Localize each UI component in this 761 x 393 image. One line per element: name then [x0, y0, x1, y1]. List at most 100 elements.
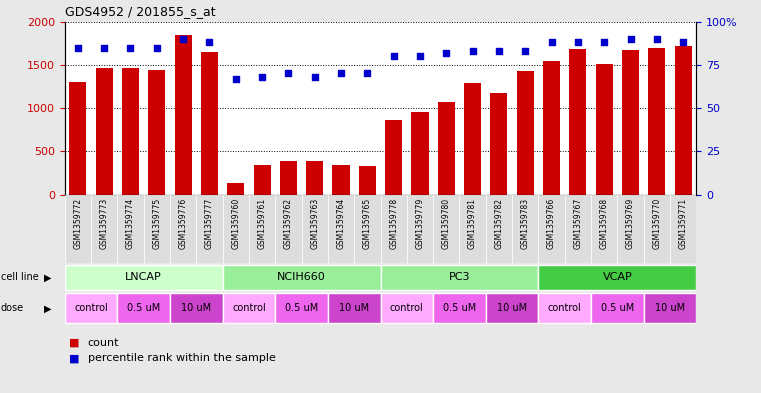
Text: GSM1359780: GSM1359780 — [442, 198, 451, 249]
Point — [309, 74, 321, 80]
Text: GSM1359781: GSM1359781 — [468, 198, 477, 249]
Bar — [253, 165, 271, 195]
Text: 10 uM: 10 uM — [339, 303, 369, 313]
Point — [546, 39, 558, 46]
Text: PC3: PC3 — [449, 272, 470, 283]
Bar — [96, 68, 113, 195]
Text: GSM1359765: GSM1359765 — [363, 198, 372, 249]
Text: 0.5 uM: 0.5 uM — [600, 303, 634, 313]
Bar — [275, 293, 328, 323]
Bar — [328, 293, 380, 323]
Bar — [674, 46, 692, 195]
Bar — [539, 265, 696, 290]
Bar — [438, 102, 455, 195]
Text: GSM1359773: GSM1359773 — [100, 198, 109, 249]
Text: GSM1359775: GSM1359775 — [152, 198, 161, 249]
Bar — [65, 265, 223, 290]
Text: GSM1359782: GSM1359782 — [495, 198, 504, 249]
Point — [282, 70, 295, 77]
Point — [677, 39, 689, 46]
Text: 0.5 uM: 0.5 uM — [443, 303, 476, 313]
Bar — [275, 195, 301, 263]
Text: LNCAP: LNCAP — [126, 272, 162, 283]
Point — [387, 53, 400, 59]
Point — [466, 48, 479, 54]
Text: control: control — [232, 303, 266, 313]
Text: ▶: ▶ — [44, 303, 52, 313]
Point — [177, 36, 189, 42]
Bar — [433, 293, 486, 323]
Bar — [490, 92, 508, 195]
Text: 10 uM: 10 uM — [497, 303, 527, 313]
Text: GSM1359779: GSM1359779 — [416, 198, 425, 249]
Bar — [201, 52, 218, 195]
Bar — [380, 195, 407, 263]
Bar — [486, 195, 512, 263]
Bar — [148, 70, 165, 195]
Text: ■: ■ — [68, 338, 79, 348]
Bar — [670, 195, 696, 263]
Point — [651, 36, 663, 42]
Text: ▶: ▶ — [44, 272, 52, 283]
Text: GSM1359772: GSM1359772 — [73, 198, 82, 249]
Point — [203, 39, 215, 46]
Text: 10 uM: 10 uM — [181, 303, 212, 313]
Bar — [380, 265, 539, 290]
Bar — [328, 195, 354, 263]
Text: GSM1359774: GSM1359774 — [126, 198, 135, 249]
Text: NCIH660: NCIH660 — [277, 272, 326, 283]
Point — [98, 44, 110, 51]
Bar — [223, 195, 249, 263]
Bar — [223, 293, 275, 323]
Bar — [644, 293, 696, 323]
Text: GSM1359771: GSM1359771 — [679, 198, 688, 249]
Bar — [174, 35, 192, 195]
Text: dose: dose — [1, 303, 24, 313]
Text: GSM1359776: GSM1359776 — [179, 198, 188, 249]
Bar — [228, 183, 244, 195]
Text: GSM1359770: GSM1359770 — [652, 198, 661, 249]
Text: GSM1359768: GSM1359768 — [600, 198, 609, 249]
Text: GSM1359762: GSM1359762 — [284, 198, 293, 249]
Bar — [196, 195, 222, 263]
Bar — [622, 50, 639, 195]
Bar — [91, 195, 117, 263]
Bar — [433, 195, 460, 263]
Bar — [517, 71, 533, 195]
Point — [72, 44, 84, 51]
Text: ■: ■ — [68, 353, 79, 364]
Point — [625, 36, 637, 42]
Text: GSM1359764: GSM1359764 — [336, 198, 345, 249]
Bar — [569, 49, 587, 195]
Bar — [460, 195, 486, 263]
Bar — [464, 83, 481, 195]
Bar — [122, 68, 139, 195]
Bar — [539, 195, 565, 263]
Text: GSM1359763: GSM1359763 — [310, 198, 319, 249]
Point — [124, 44, 136, 51]
Text: GSM1359761: GSM1359761 — [257, 198, 266, 249]
Text: GSM1359766: GSM1359766 — [547, 198, 556, 249]
Bar — [280, 161, 297, 195]
Text: 10 uM: 10 uM — [655, 303, 685, 313]
Point — [414, 53, 426, 59]
Bar — [144, 195, 170, 263]
Text: control: control — [548, 303, 581, 313]
Text: GSM1359778: GSM1359778 — [389, 198, 398, 249]
Bar — [69, 82, 87, 195]
Point — [335, 70, 347, 77]
Point — [230, 75, 242, 82]
Point — [519, 48, 531, 54]
Bar — [385, 120, 403, 195]
Text: percentile rank within the sample: percentile rank within the sample — [88, 353, 275, 364]
Bar — [486, 293, 539, 323]
Bar — [648, 48, 665, 195]
Point — [151, 44, 163, 51]
Bar — [223, 265, 380, 290]
Text: control: control — [74, 303, 108, 313]
Bar — [301, 195, 328, 263]
Bar — [565, 195, 591, 263]
Text: GSM1359767: GSM1359767 — [573, 198, 582, 249]
Point — [256, 74, 268, 80]
Text: control: control — [390, 303, 424, 313]
